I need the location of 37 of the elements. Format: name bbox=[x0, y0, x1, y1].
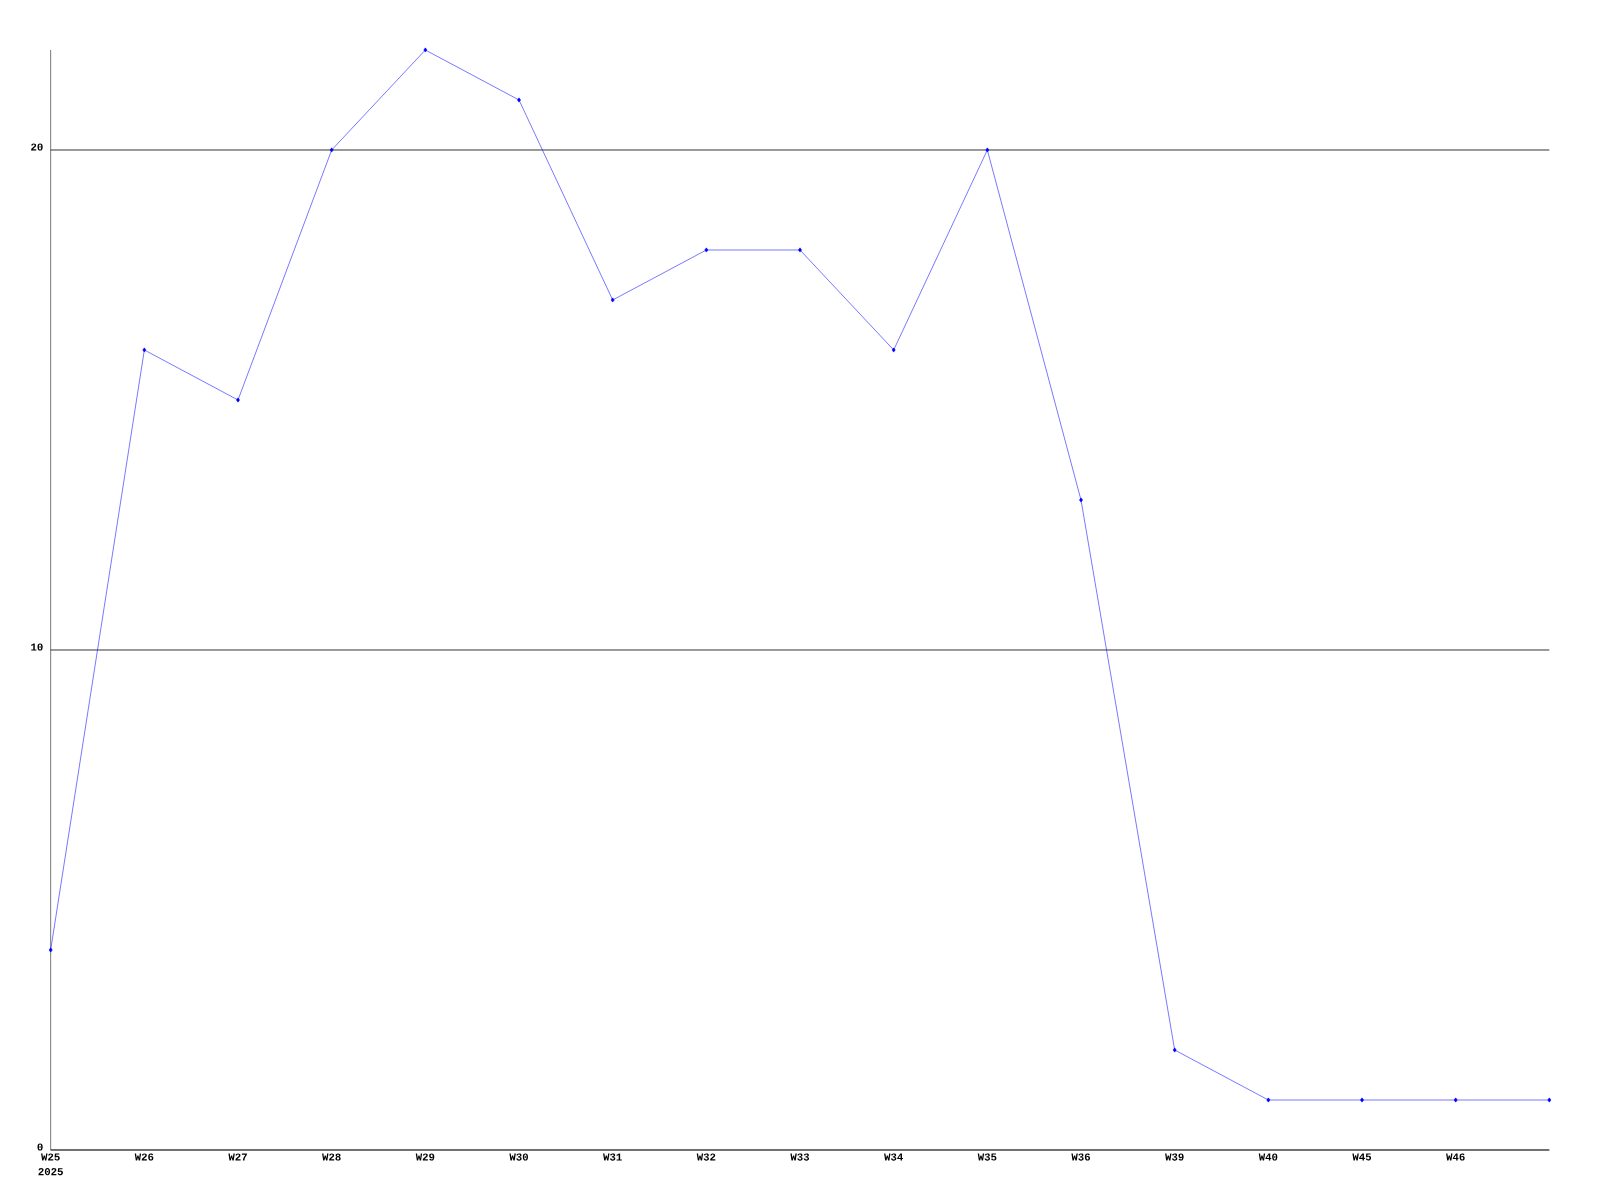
text: 2025 bbox=[38, 1168, 63, 1176]
x-tick-label: W27 bbox=[228, 1153, 247, 1161]
point bbox=[610, 297, 615, 303]
point bbox=[1547, 1097, 1552, 1103]
point bbox=[517, 97, 521, 103]
point bbox=[329, 147, 334, 153]
x-tick-label: W36 bbox=[1071, 1153, 1091, 1161]
x-tick-label: W30 bbox=[509, 1153, 528, 1161]
x-tick-label: W32 bbox=[696, 1153, 716, 1161]
point bbox=[48, 947, 53, 953]
x-tick-label: W46 bbox=[1446, 1153, 1465, 1161]
x-tick-label: W31 bbox=[603, 1153, 622, 1161]
y-tick-label: 0 bbox=[37, 1143, 43, 1151]
point bbox=[423, 47, 428, 53]
x-tick-label: W33 bbox=[790, 1153, 810, 1161]
x-tick-label: W34 bbox=[884, 1153, 903, 1161]
y-tick-label: 20 bbox=[31, 143, 43, 151]
x-tick-label: W45 bbox=[1352, 1153, 1372, 1161]
x-tick-label: W40 bbox=[1258, 1153, 1278, 1161]
point bbox=[798, 247, 802, 253]
point bbox=[1360, 1097, 1364, 1103]
point bbox=[1453, 1097, 1458, 1103]
point bbox=[142, 347, 147, 353]
point bbox=[704, 247, 709, 253]
point bbox=[1172, 1047, 1177, 1053]
x-tick-label: W26 bbox=[134, 1153, 154, 1161]
point bbox=[891, 347, 896, 353]
x-tick-label: W35 bbox=[977, 1153, 997, 1161]
x-tick-label: W39 bbox=[1165, 1153, 1184, 1161]
point bbox=[236, 397, 240, 403]
point bbox=[1266, 1097, 1271, 1103]
x-tick-label: W25 bbox=[41, 1153, 60, 1161]
x-tick-label: W29 bbox=[415, 1153, 435, 1161]
point bbox=[985, 147, 990, 153]
x-tick-label: W28 bbox=[322, 1153, 341, 1161]
point bbox=[1079, 497, 1083, 503]
y-tick-label: 10 bbox=[31, 643, 43, 651]
